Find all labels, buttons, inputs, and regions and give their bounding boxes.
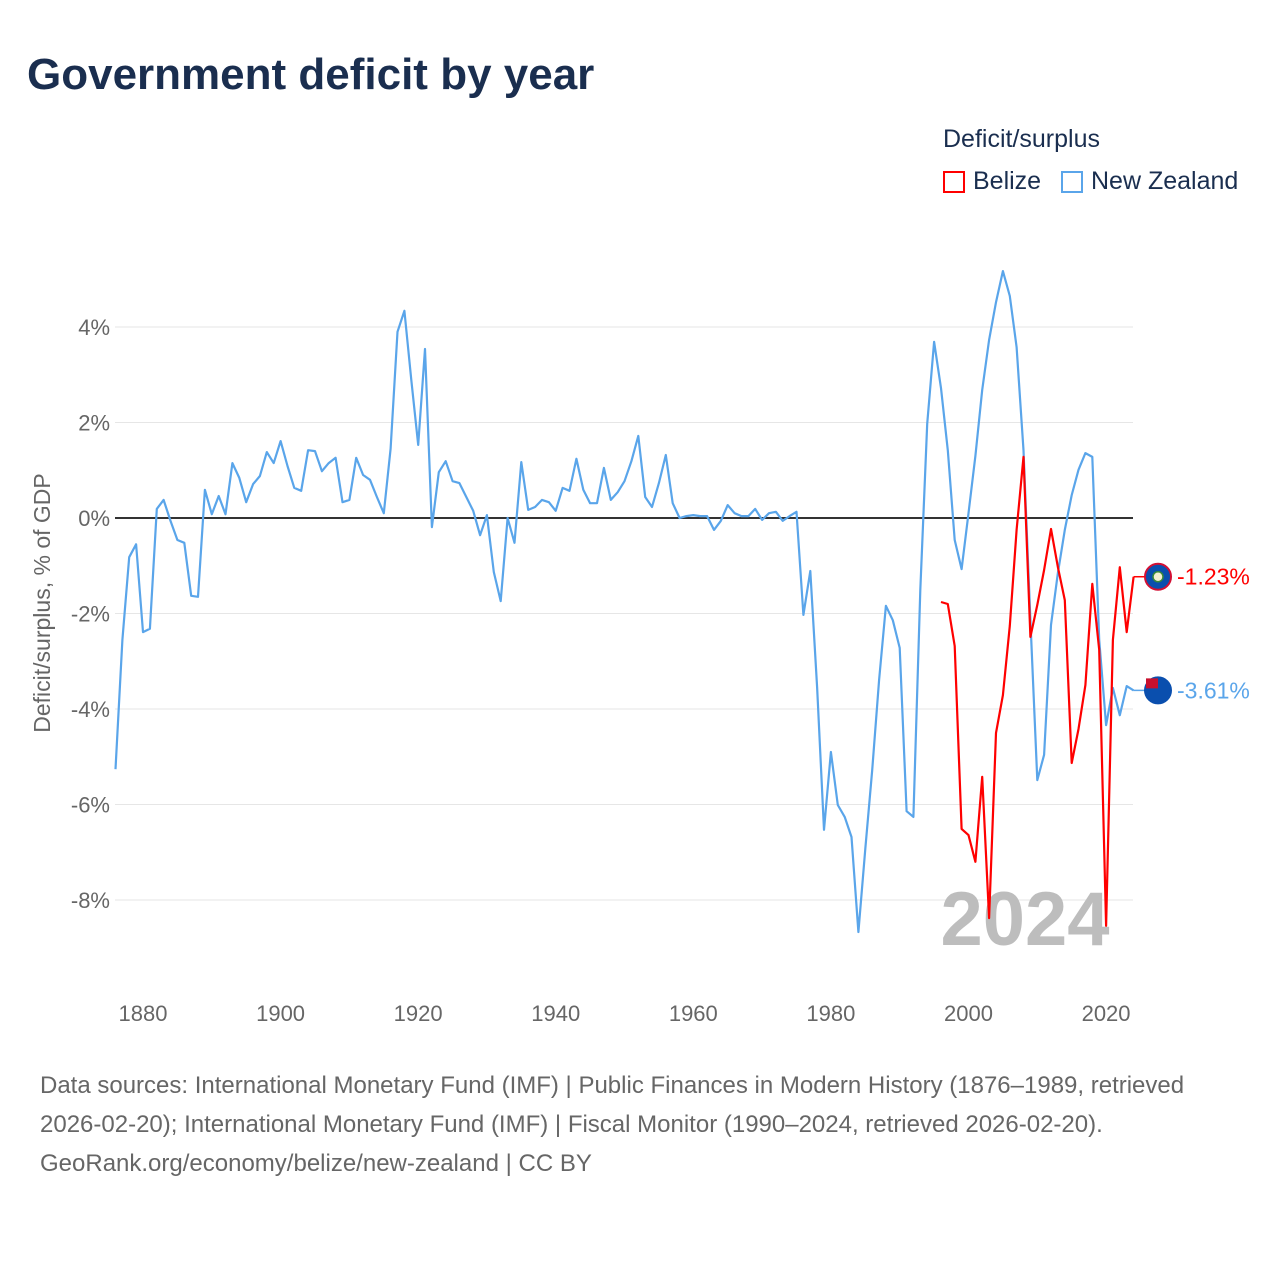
credit-link[interactable]: GeoRank.org/economy/belize/new-zealand |… [40, 1150, 592, 1177]
flag-emblem-icon [1152, 570, 1164, 583]
legend-title: Deficit/surplus [943, 125, 1100, 153]
y-tick-label: -6% [71, 793, 110, 818]
legend-label: Belize [973, 167, 1042, 195]
y-tick-label: -2% [71, 602, 110, 627]
series-line-new-zealand [114, 270, 1135, 934]
y-tick-label: -4% [71, 697, 110, 722]
flag-union-jack-icon [1146, 678, 1158, 689]
chart-title: Government deficit by year [27, 50, 595, 99]
x-tick-label: 1940 [531, 1001, 580, 1026]
y-tick-label: -8% [71, 888, 110, 913]
x-tick-label: 2020 [1082, 1001, 1131, 1026]
footer: Data sources: International Monetary Fun… [40, 1066, 1240, 1183]
x-tick-label: 1960 [669, 1001, 718, 1026]
x-tick-label: 1900 [256, 1001, 305, 1026]
y-tick-label: 2% [78, 411, 110, 436]
x-tick-label: 1880 [119, 1001, 168, 1026]
legend-item-new-zealand[interactable]: New Zealand [1061, 167, 1238, 196]
x-tick-label: 2000 [944, 1001, 993, 1026]
x-tick-label: 1920 [394, 1001, 443, 1026]
data-sources: Data sources: International Monetary Fun… [40, 1072, 1185, 1138]
y-axis-label: Deficit/surplus, % of GDP [29, 473, 55, 732]
legend-swatch-belize [943, 170, 965, 193]
series-line-belize [940, 455, 1135, 927]
end-value-label-new-zealand: -3.61% [1177, 677, 1250, 703]
legend-item-belize[interactable]: Belize [943, 167, 1041, 196]
x-tick-label: 1980 [806, 1001, 855, 1026]
y-tick-label: 4% [78, 315, 110, 340]
end-value-label-belize: -1.23% [1177, 564, 1250, 590]
legend-label: New Zealand [1091, 167, 1239, 195]
year-watermark: 2024 [940, 877, 1109, 962]
y-tick-label: 0% [78, 506, 110, 531]
legend-swatch-new-zealand [1061, 170, 1083, 193]
